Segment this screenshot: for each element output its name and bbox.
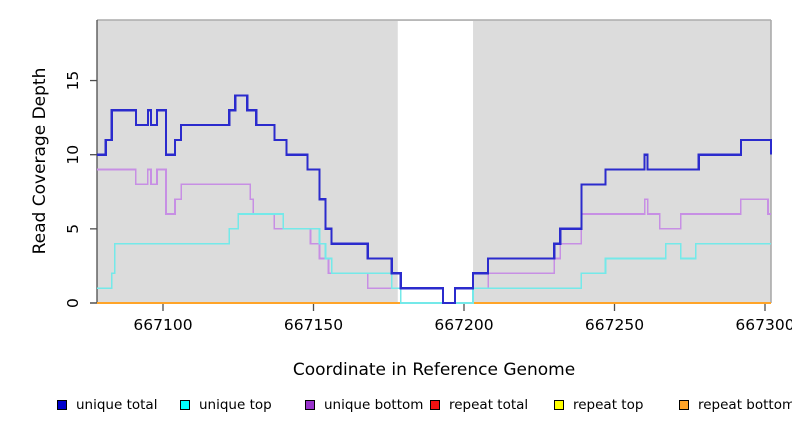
series-line-unique-top (96, 213, 771, 304)
legend-label: unique top (199, 397, 272, 413)
legend-item-repeat-top: repeat top (554, 397, 643, 413)
legend-item-repeat-total: repeat total (430, 397, 528, 413)
legend-swatch-repeat-top (554, 400, 564, 410)
legend-swatch-repeat-total (430, 400, 440, 410)
legend-swatch-unique-top (180, 400, 190, 410)
series-line-unique-total (96, 94, 772, 304)
legend-label: unique bottom (324, 397, 424, 413)
legend-item-repeat-bottom: repeat bottom (679, 397, 792, 413)
legend-item-unique-total: unique total (57, 397, 157, 413)
y-tick-label: 0 (64, 298, 82, 308)
y-tick-label: 5 (64, 224, 82, 234)
legend-label: repeat bottom (698, 397, 792, 413)
legend: unique total unique top unique bottom repea… (0, 397, 792, 417)
x-axis-title: Coordinate in Reference Genome (292, 360, 576, 380)
legend-label: repeat total (449, 397, 529, 413)
legend-label: unique total (76, 397, 158, 413)
legend-label: repeat top (573, 397, 644, 413)
legend-swatch-unique-total (57, 400, 67, 410)
legend-swatch-unique-bottom (305, 400, 315, 410)
coverage-gap-band (397, 21, 474, 303)
legend-swatch-repeat-bottom (679, 400, 689, 410)
y-axis-title: Read Coverage Depth (30, 67, 50, 255)
x-tick-label: 667200 (434, 316, 493, 334)
x-tick-label: 667250 (585, 316, 644, 334)
x-tick-label: 667100 (133, 316, 192, 334)
x-tick-label: 667150 (284, 316, 343, 334)
y-tick-label: 15 (64, 71, 82, 91)
legend-item-unique-top: unique top (180, 397, 272, 413)
x-tick-label: 667300 (735, 316, 792, 334)
legend-item-unique-bottom: unique bottom (305, 397, 423, 413)
y-tick-label: 10 (64, 145, 82, 165)
